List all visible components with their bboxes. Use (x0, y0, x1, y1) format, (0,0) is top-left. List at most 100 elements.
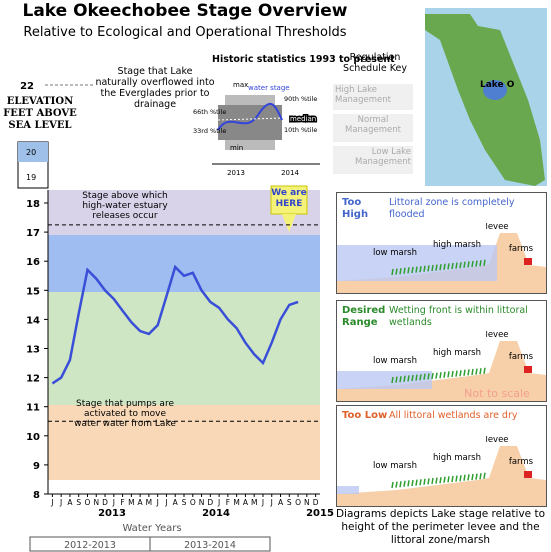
reg-item: Low Lake Management (355, 147, 411, 167)
marsh-grass (483, 472, 486, 479)
terrain-label: low marsh (373, 248, 417, 258)
key-label: 33rd %tile (193, 127, 226, 135)
y-tick-label: 15 (26, 286, 40, 297)
y-tick-label: 12 (26, 374, 40, 385)
gauge-label: 20 (26, 148, 36, 157)
terrain-label: farms (509, 352, 534, 362)
marsh-grass (455, 370, 458, 377)
x-tick-label: F (120, 498, 124, 507)
caption: Diagrams depicts Lake stage relative to … (335, 508, 546, 546)
x-tick-label: F (226, 498, 230, 507)
map-land (425, 14, 545, 186)
marsh-grass (443, 476, 446, 483)
marsh-grass (415, 374, 418, 381)
callout-box (270, 185, 308, 215)
key-label: 66th %tile (193, 108, 226, 116)
key-label: 10th %tile (284, 126, 317, 134)
terrain-label: low marsh (373, 356, 417, 366)
marsh-grass (411, 266, 414, 274)
water (337, 371, 432, 389)
key-year: 2014 (281, 169, 299, 177)
marsh-grass (435, 372, 438, 379)
reg-item: High Lake Management (335, 85, 391, 105)
marsh-grass (435, 477, 438, 484)
terrain: low marsh high marsh levee farms (337, 436, 546, 506)
note: Not to scale (464, 387, 530, 400)
reg-box (333, 84, 413, 110)
marsh-grass (467, 369, 470, 376)
marsh-grass (479, 473, 482, 480)
x-tick-label: N (199, 498, 205, 507)
marsh-grass (427, 265, 430, 272)
x-tick-label: O (85, 498, 91, 507)
x-tick-label: S (287, 498, 292, 507)
marsh-grass (411, 479, 414, 487)
x-tick-label: J (217, 498, 220, 507)
reg-box (333, 146, 413, 174)
marsh-grass (447, 263, 450, 270)
reg-box (333, 114, 413, 142)
terrain: low marsh high marsh levee farms Not to scal… (337, 331, 546, 401)
marsh-grass (451, 475, 454, 483)
farm (524, 258, 532, 265)
terrain-label: high marsh (433, 453, 481, 463)
water (337, 245, 497, 281)
marsh-grass (407, 480, 410, 487)
overflow-note: Stage that Lake naturally overflowed int… (95, 66, 215, 110)
key-median (217, 117, 283, 121)
marsh-grass (439, 264, 442, 271)
callout-text: We are HERE (271, 188, 307, 209)
terrain-label: low marsh (373, 461, 417, 471)
threshold-note: Stage that pumps are activated to move w… (74, 399, 176, 430)
marsh-grass (395, 481, 398, 488)
marsh-grass (459, 370, 462, 377)
terrain-label: farms (509, 457, 534, 467)
water (337, 486, 359, 494)
x-axis-label: Water Years (122, 523, 181, 534)
marsh-grass (403, 267, 406, 274)
marsh-grass (439, 477, 442, 484)
marsh-grass (411, 374, 414, 382)
zone-normal (48, 292, 320, 405)
marsh-grass (479, 260, 482, 267)
marsh-grass (431, 477, 434, 485)
x-tick-label: M (233, 498, 239, 507)
water-year: 2012-2013 (64, 540, 116, 551)
x-tick-label: N (93, 498, 99, 507)
marsh-grass (475, 473, 478, 480)
panel: Desired Range Wetting front is within lit… (336, 300, 547, 402)
threshold-note: Stage above which high-water estuary rel… (82, 191, 168, 221)
terrain-label: levee (485, 223, 508, 232)
x-tick-label: J (270, 498, 273, 507)
x-tick-label: N (304, 498, 310, 507)
key-label: water stage (248, 84, 290, 92)
terrain-label: high marsh (433, 348, 481, 358)
year-label: 2015 (306, 508, 334, 519)
marsh-grass (463, 369, 466, 376)
panel: Too Low All littoral wetlands are dry low … (336, 405, 547, 507)
marsh-grass (451, 370, 454, 378)
key-label: max (233, 81, 248, 89)
marsh-grass (391, 376, 394, 384)
farm (524, 471, 532, 478)
y-tick-label: 8 (33, 490, 40, 501)
caption-box: Diagrams depicts Lake stage relative to … (335, 508, 546, 546)
water-year: 2013-2014 (184, 540, 236, 551)
threshold-text: Stage that pumps are activated to move w… (74, 399, 176, 430)
callout: We are HERE (271, 188, 307, 209)
water-year-box (149, 536, 271, 552)
marsh-grass (455, 475, 458, 482)
panel-title: Too Low (342, 410, 388, 421)
map-lake (483, 80, 507, 100)
ground (337, 446, 546, 506)
x-tick-label: A (138, 498, 144, 507)
zone-low (48, 405, 320, 480)
marsh-grass (439, 372, 442, 379)
farm (524, 366, 532, 373)
x-tick-label: A (278, 498, 284, 507)
x-tick-label: O (295, 498, 301, 507)
panel-text: All littoral wetlands are dry (389, 410, 518, 421)
x-tick-label: J (50, 498, 53, 507)
marsh-grass (403, 480, 406, 487)
panel-text: Wetting front is within littoral wetland… (389, 305, 528, 328)
